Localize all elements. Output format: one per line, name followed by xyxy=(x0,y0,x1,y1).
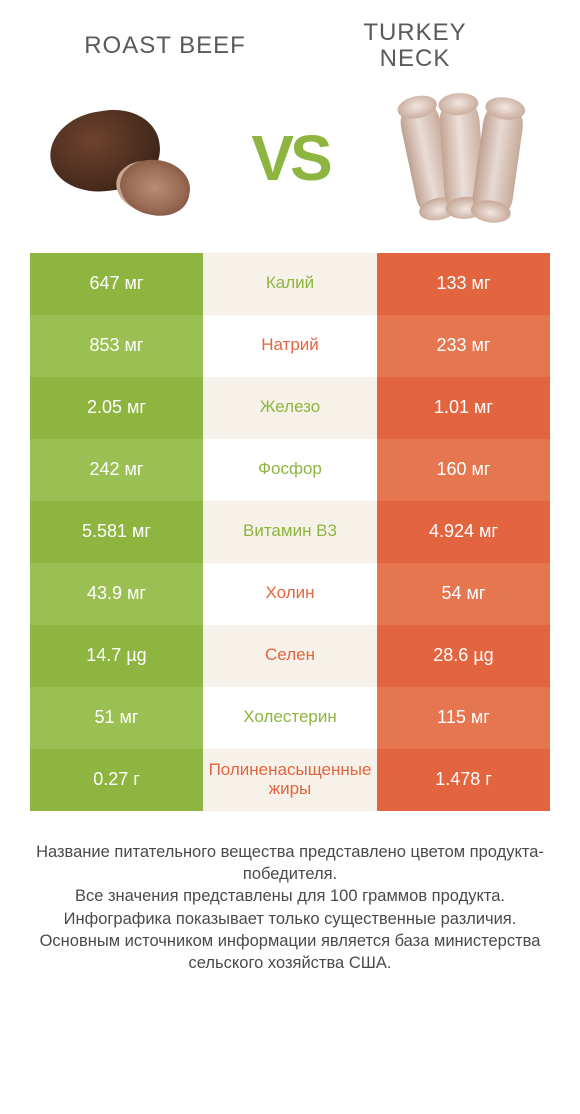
left-value: 5.581 мг xyxy=(30,501,203,563)
footnote-line: Название питательного вещества представл… xyxy=(30,841,550,886)
vs-row: VS xyxy=(0,83,580,253)
table-row: 2.05 мгЖелезо1.01 мг xyxy=(30,377,550,439)
nutrient-name: Натрий xyxy=(203,315,377,377)
nutrient-name: Селен xyxy=(203,625,377,687)
table-row: 242 мгФосфор160 мг xyxy=(30,439,550,501)
header: ROAST BEEF TURKEY NECK xyxy=(0,0,580,83)
left-value: 14.7 µg xyxy=(30,625,203,687)
right-value: 4.924 мг xyxy=(377,501,550,563)
nutrient-name: Полиненасыщенные жиры xyxy=(203,749,377,811)
right-value: 233 мг xyxy=(377,315,550,377)
right-value: 1.01 мг xyxy=(377,377,550,439)
left-value: 647 мг xyxy=(30,253,203,315)
footnote-line: Все значения представлены для 100 граммо… xyxy=(30,885,550,907)
vs-label: VS xyxy=(241,121,338,195)
nutrient-name: Железо xyxy=(203,377,377,439)
left-value: 242 мг xyxy=(30,439,203,501)
left-title: ROAST BEEF xyxy=(40,32,290,60)
right-title-line1: TURKEY xyxy=(363,19,466,46)
nutrient-name: Витамин B3 xyxy=(203,501,377,563)
left-value: 0.27 г xyxy=(30,749,203,811)
nutrient-name: Холин xyxy=(203,563,377,625)
comparison-table: 647 мгКалий133 мг853 мгНатрий233 мг2.05 … xyxy=(30,253,550,811)
roast-beef-image xyxy=(30,93,200,223)
footnote: Название питательного вещества представл… xyxy=(30,841,550,975)
left-value: 51 мг xyxy=(30,687,203,749)
left-value: 2.05 мг xyxy=(30,377,203,439)
turkey-neck-image xyxy=(380,93,550,223)
table-row: 0.27 гПолиненасыщенные жиры1.478 г xyxy=(30,749,550,811)
left-value: 43.9 мг xyxy=(30,563,203,625)
left-value: 853 мг xyxy=(30,315,203,377)
table-row: 647 мгКалий133 мг xyxy=(30,253,550,315)
nutrient-name: Холестерин xyxy=(203,687,377,749)
right-title: TURKEY NECK xyxy=(290,20,540,73)
table-row: 853 мгНатрий233 мг xyxy=(30,315,550,377)
nutrient-name: Калий xyxy=(203,253,377,315)
right-value: 133 мг xyxy=(377,253,550,315)
right-value: 1.478 г xyxy=(377,749,550,811)
table-row: 43.9 мгХолин54 мг xyxy=(30,563,550,625)
right-value: 28.6 µg xyxy=(377,625,550,687)
right-title-line2: NECK xyxy=(380,45,451,72)
table-row: 14.7 µgСелен28.6 µg xyxy=(30,625,550,687)
right-value: 54 мг xyxy=(377,563,550,625)
footnote-line: Основным источником информации является … xyxy=(30,930,550,975)
footnote-line: Инфографика показывает только существенн… xyxy=(30,908,550,930)
table-row: 5.581 мгВитамин B34.924 мг xyxy=(30,501,550,563)
nutrient-name: Фосфор xyxy=(203,439,377,501)
right-value: 115 мг xyxy=(377,687,550,749)
table-row: 51 мгХолестерин115 мг xyxy=(30,687,550,749)
right-value: 160 мг xyxy=(377,439,550,501)
